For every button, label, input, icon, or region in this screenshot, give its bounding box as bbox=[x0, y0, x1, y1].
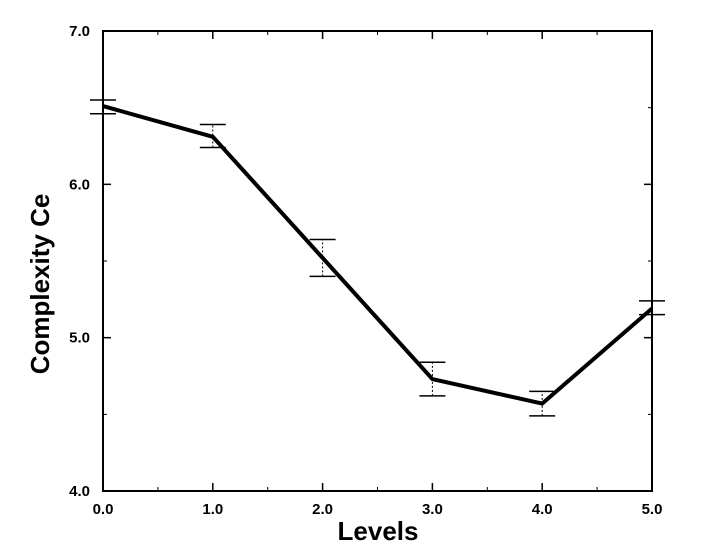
y-tick-label: 7.0 bbox=[69, 23, 90, 40]
plot-frame bbox=[102, 30, 653, 492]
minor-ticks bbox=[103, 31, 652, 491]
x-tick-label: 2.0 bbox=[312, 501, 333, 518]
y-tick-label: 5.0 bbox=[69, 330, 90, 347]
y-tick-label: 4.0 bbox=[69, 483, 90, 500]
x-axis-label: Levels bbox=[338, 516, 419, 546]
y-axis-label: Complexity Ce bbox=[25, 194, 55, 375]
x-tick-label: 0.0 bbox=[93, 501, 114, 518]
x-tick-labels: 0.0 1.0 2.0 3.0 4.0 5.0 bbox=[93, 501, 663, 518]
error-bars bbox=[90, 99, 665, 417]
y-tick-labels: 4.0 5.0 6.0 7.0 bbox=[69, 23, 90, 500]
y-tick-label: 6.0 bbox=[69, 176, 90, 193]
x-tick-label: 3.0 bbox=[422, 501, 443, 518]
major-ticks bbox=[102, 30, 653, 492]
x-tick-label: 5.0 bbox=[642, 501, 663, 518]
series-line bbox=[102, 104, 654, 406]
series-lines bbox=[102, 104, 654, 406]
x-tick-label: 1.0 bbox=[202, 501, 223, 518]
x-tick-label: 4.0 bbox=[532, 501, 553, 518]
